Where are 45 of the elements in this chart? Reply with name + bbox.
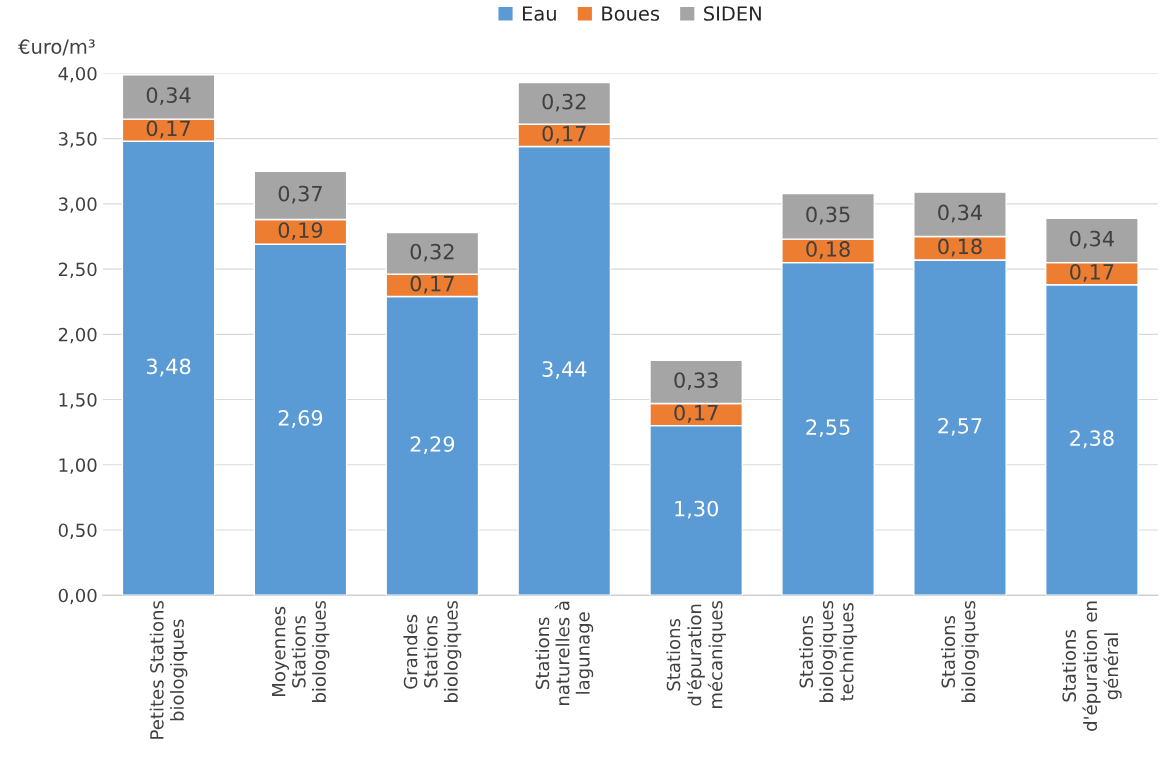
data-label: 0,32 (410, 243, 454, 262)
y-tick-label: 3,00 (58, 197, 97, 213)
y-tick-label: 0,50 (58, 523, 97, 539)
data-label: 0,17 (674, 404, 718, 423)
x-tick-label: Stations d'épuration en général (1062, 601, 1122, 731)
data-label: 2,57 (938, 417, 982, 436)
data-label: 3,48 (146, 358, 191, 377)
y-tick-label: 1,00 (59, 458, 97, 474)
data-label: 0,17 (542, 125, 586, 144)
data-label: 0,34 (146, 87, 191, 106)
y-tick-label: 1,50 (59, 393, 97, 409)
y-tick-label: 3,50 (58, 132, 97, 148)
data-label: 0,18 (938, 238, 982, 257)
data-label: 2,38 (1070, 430, 1114, 449)
x-tick-label: Petites Stations biologiques (149, 600, 188, 739)
legend-label: Eau (522, 6, 556, 21)
data-label: 1,30 (675, 500, 718, 519)
x-tick-label: Grandes Stations biologiques (403, 600, 462, 702)
data-label: 0,19 (278, 222, 323, 241)
y-axis-title: €uro/m³ (18, 39, 95, 56)
data-label: 0,34 (938, 204, 983, 223)
data-label: 3,44 (542, 361, 587, 380)
data-label: 0,17 (1070, 263, 1114, 282)
y-tick-label: 2,00 (58, 327, 97, 344)
data-label: 0,17 (410, 275, 454, 294)
x-tick-label: Stations biologiques (941, 600, 979, 702)
legend-label: SIDEN (704, 6, 761, 21)
x-tick-label: Stations biologiques techniques (799, 600, 858, 702)
data-label: 0,34 (1070, 230, 1114, 249)
data-label: 0,37 (278, 185, 322, 204)
data-label: 2,69 (278, 410, 323, 428)
y-tick-label: 4,00 (58, 66, 97, 83)
x-tick-label: Stations naturelles à lagunage (535, 601, 594, 705)
data-label: 2,29 (410, 436, 455, 455)
x-tick-label: Stations d'épuration mécaniques (666, 600, 726, 708)
y-tick-label: 0,00 (58, 588, 97, 605)
data-label: 0,32 (542, 93, 586, 112)
x-tick-label: Moyennes Stations biologiques (272, 600, 330, 702)
data-label: 0,35 (806, 206, 850, 225)
data-label: 0,33 (674, 372, 718, 391)
data-label: 0,18 (806, 241, 850, 260)
y-tick-label: 2,50 (58, 262, 97, 279)
legend-label: Boues (602, 6, 660, 21)
data-label: 2,55 (806, 419, 850, 438)
data-label: 0,17 (146, 120, 190, 139)
